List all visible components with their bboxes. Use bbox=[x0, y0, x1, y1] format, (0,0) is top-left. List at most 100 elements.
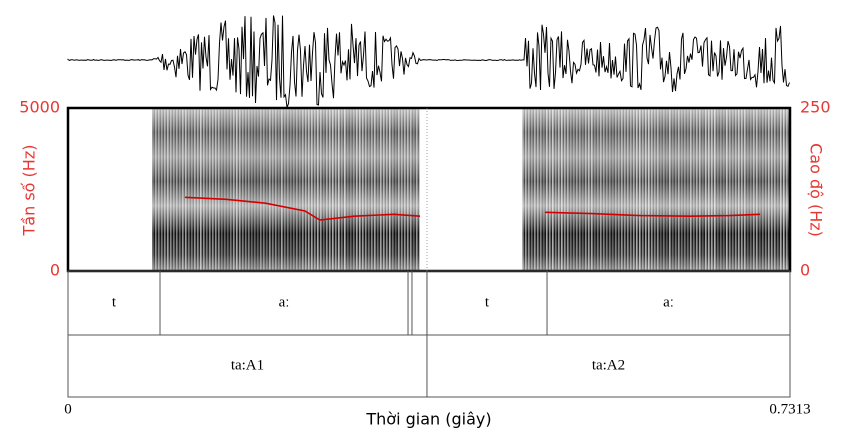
spectrogram-stripe bbox=[260, 108, 262, 271]
spectrogram-stripe bbox=[248, 108, 250, 271]
spectrogram-stripe bbox=[678, 108, 680, 271]
spectrogram-stripe bbox=[362, 108, 364, 271]
spectrogram-stripe bbox=[564, 108, 566, 271]
spectrogram-stripe bbox=[359, 108, 361, 271]
spectrogram-stripe bbox=[570, 108, 572, 271]
tier-label: aː bbox=[663, 294, 674, 310]
spectrogram-stripe bbox=[723, 108, 725, 271]
spectrogram-stripe bbox=[284, 108, 286, 271]
spectrogram-stripe bbox=[236, 108, 238, 271]
spectrogram-stripe bbox=[585, 108, 587, 271]
spectrogram-stripe bbox=[302, 108, 304, 271]
spectrogram-stripe bbox=[269, 108, 271, 271]
tier-label: t bbox=[112, 294, 117, 310]
spectrogram-stripe bbox=[374, 108, 376, 271]
spectrogram-stripe bbox=[320, 108, 322, 271]
spectrogram-stripe bbox=[332, 108, 334, 271]
spectrogram-stripe bbox=[648, 108, 650, 271]
spectrogram-stripe bbox=[624, 108, 626, 271]
spectrogram-stripe bbox=[579, 108, 581, 271]
spectrogram-stripe bbox=[344, 108, 346, 271]
spectrogram-stripe bbox=[398, 108, 400, 271]
spectrogram-stripe bbox=[705, 108, 707, 271]
pitch-line bbox=[184, 196, 421, 221]
spectrogram-stripe bbox=[416, 108, 418, 271]
spectrogram-stripe bbox=[642, 108, 644, 271]
spectrogram-stripe bbox=[410, 108, 412, 271]
spectrogram-stripe bbox=[666, 108, 668, 271]
spectrogram-stripe bbox=[296, 108, 298, 271]
spectrogram-stripe bbox=[389, 108, 391, 271]
spectrogram-stripe bbox=[218, 108, 220, 271]
spectrogram-stripe bbox=[726, 108, 728, 271]
spectrogram-stripe bbox=[756, 108, 758, 271]
spectrogram-stripe bbox=[765, 108, 767, 271]
spectrogram-stripe bbox=[347, 108, 349, 271]
spectrogram-stripe bbox=[365, 108, 367, 271]
spectrogram-stripe bbox=[350, 108, 352, 271]
tier-frame bbox=[67, 270, 791, 398]
spectrogram-stripe bbox=[657, 108, 659, 271]
spectrogram-stripe bbox=[636, 108, 638, 271]
spectrogram-stripe bbox=[311, 108, 313, 271]
spectrogram-stripe bbox=[164, 108, 166, 271]
decoration bbox=[67, 15, 791, 271]
spectrogram-stripe bbox=[780, 108, 782, 271]
spectrogram-stripe bbox=[227, 108, 229, 271]
y-axis-label: Tần số (Hz) bbox=[20, 145, 39, 237]
spectrogram-stripe bbox=[173, 108, 175, 271]
spectrogram-stripe bbox=[633, 108, 635, 271]
spectrogram-stripe bbox=[314, 108, 316, 271]
spectrogram-stripe bbox=[335, 108, 337, 271]
spectrogram-stripe bbox=[419, 108, 421, 271]
spectrogram-stripe bbox=[561, 108, 563, 271]
y-tick-label: 0 bbox=[50, 261, 60, 280]
spectrogram-stripe bbox=[741, 108, 743, 271]
spectrogram-stripe bbox=[699, 108, 701, 271]
spectrogram-stripe bbox=[392, 108, 394, 271]
spectrogram-stripe bbox=[660, 108, 662, 271]
spectrogram-stripe bbox=[356, 108, 358, 271]
spectrogram-stripe bbox=[221, 108, 223, 271]
spectrogram-stripe bbox=[783, 108, 785, 271]
spectrogram-stripe bbox=[711, 108, 713, 271]
spectrogram-stripe bbox=[179, 108, 181, 271]
spectrogram-stripe bbox=[185, 108, 187, 271]
spectrogram-stripe bbox=[338, 108, 340, 271]
spectrogram-stripe bbox=[380, 108, 382, 271]
spectrogram-stripe bbox=[567, 108, 569, 271]
spectrogram-stripe bbox=[690, 108, 692, 271]
spectrogram-stripe bbox=[191, 108, 193, 271]
x-tick-label: 0 bbox=[64, 401, 72, 417]
y2-axis-label: Cao độ (Hz) bbox=[807, 143, 826, 237]
spectrogram-stripe bbox=[254, 108, 256, 271]
spectrogram-stripe bbox=[395, 108, 397, 271]
spectrogram-stripe bbox=[293, 108, 295, 271]
spectrogram-stripe bbox=[281, 108, 283, 271]
spectrogram-stripe bbox=[167, 108, 169, 271]
spectrogram-stripe bbox=[215, 108, 217, 271]
spectrogram-stripe bbox=[546, 108, 548, 271]
spectrogram-stripe bbox=[531, 108, 533, 271]
spectrogram-stripe bbox=[368, 108, 370, 271]
spectrogram-stripe bbox=[591, 108, 593, 271]
spectrogram-stripe bbox=[224, 108, 226, 271]
spectrogram-stripe bbox=[645, 108, 647, 271]
spectrogram-stripe bbox=[606, 108, 608, 271]
spectrogram-stripe bbox=[552, 108, 554, 271]
spectrogram-stripe bbox=[182, 108, 184, 271]
spectrogram-stripe bbox=[702, 108, 704, 271]
spectrogram-stripe bbox=[717, 108, 719, 271]
spectrogram-stripe bbox=[278, 108, 280, 271]
spectrogram-stripe bbox=[203, 108, 205, 271]
spectrogram-stripe bbox=[383, 108, 385, 271]
plot: 0 5000 0 250 0 0.7313 t aː t aː ta:A1 ta:A2 bbox=[19, 98, 830, 418]
spectrogram-stripe bbox=[684, 108, 686, 271]
spectrogram-stripe bbox=[329, 108, 331, 271]
spectrogram-stripe bbox=[582, 108, 584, 271]
spectrogram-stripe bbox=[377, 108, 379, 271]
spectrogram-stripe bbox=[299, 108, 301, 271]
spectrogram-stripe bbox=[152, 108, 154, 271]
tier-label: ta:A1 bbox=[231, 357, 264, 373]
